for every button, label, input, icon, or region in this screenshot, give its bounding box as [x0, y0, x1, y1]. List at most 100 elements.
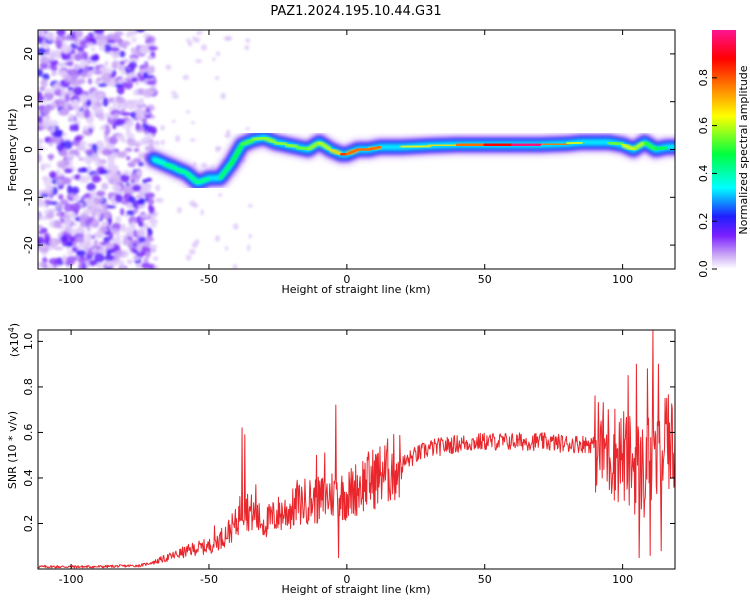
noise-speck — [126, 155, 131, 161]
noise-speck — [120, 207, 125, 216]
noise-speck — [78, 175, 90, 184]
noise-speck — [177, 206, 182, 214]
noise-speck — [130, 159, 137, 165]
noise-speck — [135, 194, 144, 199]
noise-speck — [220, 92, 226, 100]
noise-speck — [109, 114, 115, 119]
noise-speck — [48, 153, 53, 161]
noise-speck — [218, 193, 223, 197]
noise-speck — [82, 129, 92, 136]
noise-speck — [98, 34, 108, 45]
colorbar-gradient — [712, 30, 736, 269]
noise-speck — [146, 45, 158, 51]
noise-speck — [142, 71, 149, 78]
ridge-core-segment — [400, 143, 432, 150]
noise-speck — [143, 257, 149, 264]
noise-speck — [46, 31, 55, 42]
noise-speck — [74, 136, 83, 142]
noise-speck — [224, 246, 229, 251]
x-tick-label: 0 — [343, 273, 350, 286]
noise-speck — [71, 139, 82, 147]
noise-speck — [128, 118, 134, 127]
snr-y-label: SNR (10 * v/v) — [6, 411, 19, 489]
noise-speck — [116, 260, 125, 266]
noise-speck — [63, 168, 73, 174]
colorbar-tick-label: 0.4 — [697, 165, 710, 183]
noise-speck — [40, 78, 48, 88]
noise-speck — [125, 99, 136, 105]
snr-plot — [38, 330, 675, 569]
noise-speck — [121, 234, 128, 239]
noise-speck — [127, 140, 137, 147]
snr-axes: -100 -50 0 50 100 0.2 0.4 0.6 0.8 1.0 — [22, 330, 675, 586]
noise-speck — [52, 129, 64, 138]
noise-speck — [108, 136, 118, 145]
noise-speck — [65, 61, 74, 66]
noise-speck — [99, 169, 109, 175]
noise-speck — [150, 220, 157, 229]
noise-speck — [102, 97, 109, 107]
noise-speck — [133, 89, 138, 97]
noise-speck — [80, 71, 87, 78]
noise-speck — [65, 241, 74, 248]
noise-speck — [97, 227, 108, 232]
noise-speck — [200, 209, 204, 216]
noise-speck — [62, 254, 67, 264]
noise-speck — [130, 221, 136, 230]
noise-speck — [72, 99, 80, 108]
noise-speck — [55, 39, 63, 49]
noise-speck — [214, 146, 221, 153]
noise-speck — [98, 115, 106, 121]
noise-speck — [135, 122, 141, 131]
noise-speck — [86, 202, 95, 207]
y-tick-label: 0 — [22, 146, 35, 153]
noise-speck — [171, 94, 179, 99]
noise-speck — [85, 99, 92, 107]
noise-speck — [160, 139, 166, 146]
noise-speck — [191, 241, 198, 249]
noise-speck — [116, 177, 121, 184]
noise-speck — [79, 140, 87, 146]
noise-speck — [87, 78, 93, 85]
ridge-core-segment — [195, 176, 211, 185]
noise-speck — [109, 259, 119, 266]
noise-speck — [85, 240, 92, 250]
noise-speck — [189, 200, 196, 207]
noise-speck — [73, 64, 81, 71]
noise-speck — [46, 264, 53, 269]
noise-speck — [73, 53, 83, 61]
noise-speck — [247, 203, 253, 208]
noise-speck — [71, 246, 78, 253]
noise-speck — [76, 249, 87, 256]
noise-speck — [114, 193, 123, 203]
noise-speck — [144, 250, 151, 259]
noise-speck — [55, 211, 63, 217]
noise-speck — [148, 138, 154, 148]
noise-speck — [115, 233, 121, 242]
noise-speck — [188, 248, 196, 255]
ridge-core-segment — [218, 161, 234, 181]
noise-speck — [94, 161, 105, 167]
noise-speck — [135, 113, 145, 120]
noise-speck — [96, 92, 105, 99]
noise-speck — [69, 212, 77, 219]
noise-speck — [65, 255, 76, 266]
noise-speck — [43, 177, 52, 187]
noise-speck — [104, 254, 113, 262]
noise-speck — [119, 60, 126, 65]
noise-speck — [212, 57, 216, 62]
noise-speck — [68, 114, 75, 122]
noise-speck — [88, 36, 97, 43]
noise-speck — [248, 233, 252, 239]
noise-speck — [70, 203, 81, 213]
noise-speck — [175, 135, 181, 142]
noise-speck — [90, 46, 96, 52]
noise-speck — [152, 256, 159, 261]
noise-speck — [57, 70, 68, 76]
noise-speck — [138, 220, 144, 228]
noise-speck — [165, 64, 172, 71]
noise-speck — [45, 184, 54, 192]
noise-speck — [78, 157, 84, 161]
noise-speck — [145, 80, 156, 85]
